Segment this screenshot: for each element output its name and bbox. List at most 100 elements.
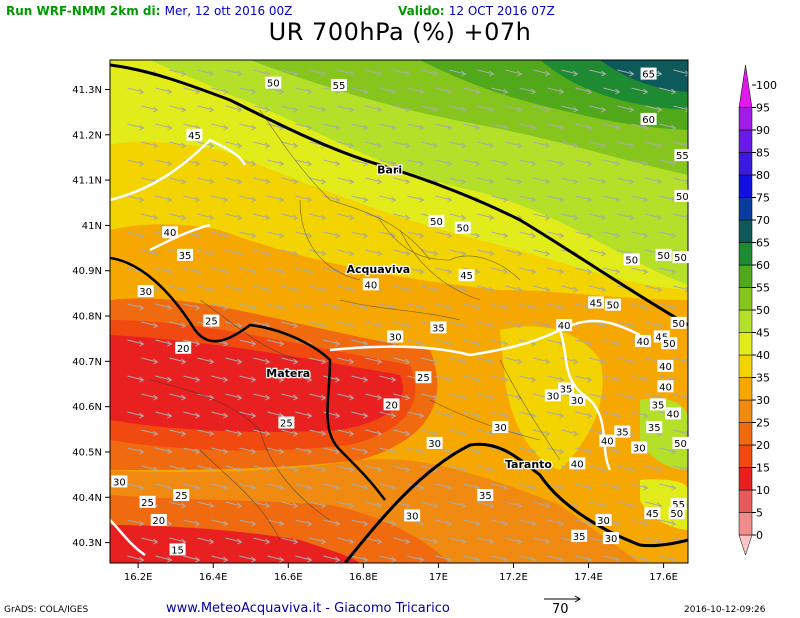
- svg-text:30: 30: [597, 516, 610, 527]
- svg-text:35: 35: [179, 251, 192, 262]
- svg-text:30: 30: [494, 423, 507, 434]
- svg-text:45: 45: [460, 271, 473, 282]
- colorbar-swatch: [738, 242, 753, 266]
- x-axis: 16.2E 16.4E 16.6E 16.8E 17E 17.2E 17.4E 17.6E: [124, 563, 678, 583]
- contour-label: 25: [203, 314, 220, 328]
- contour-label: 40: [556, 319, 573, 332]
- contour-label: 40: [634, 334, 651, 348]
- svg-text:45: 45: [188, 131, 201, 142]
- svg-text:35: 35: [616, 428, 629, 439]
- contour-label: 25: [139, 495, 156, 509]
- svg-text:50: 50: [657, 251, 670, 262]
- colorbar-label: 95: [756, 102, 770, 115]
- colorbar-swatch: [738, 197, 753, 221]
- colorbar-label: 65: [756, 237, 770, 250]
- x-tick-label: 17.6E: [649, 572, 678, 583]
- run-info: Run WRF-NMM 2km di: Mer, 12 ott 2016 00Z: [6, 4, 292, 18]
- contour-label: 45: [588, 296, 605, 309]
- y-tick-label: 41N: [82, 221, 102, 232]
- colorbar-swatch: [738, 129, 753, 153]
- contour-label: 30: [111, 475, 128, 488]
- svg-text:30: 30: [139, 287, 152, 298]
- y-tick-label: 40.9N: [72, 266, 102, 277]
- svg-text:50: 50: [267, 79, 280, 90]
- contour-label: 50: [661, 337, 678, 350]
- svg-text:Taranto: Taranto: [505, 458, 552, 471]
- y-tick-label: 40.5N: [72, 447, 102, 458]
- valid-label: Valido:: [398, 4, 445, 18]
- contour-label: 35: [614, 425, 631, 439]
- contour-label: 30: [631, 441, 648, 454]
- colorbar-swatch: [738, 512, 753, 536]
- city-taranto: Taranto: [504, 457, 554, 473]
- timestamp: 2016-10-12-09:26: [684, 605, 766, 615]
- contour-label: 50: [428, 214, 445, 228]
- contour-label: 25: [278, 416, 295, 430]
- colorbar-swatch: [738, 444, 753, 468]
- software-credit: GrADS: COLA/IGES: [4, 605, 89, 615]
- contour-label: 35: [430, 321, 447, 334]
- x-tick-label: 17.4E: [574, 572, 603, 583]
- svg-text:35: 35: [652, 400, 665, 411]
- colorbar-label: 90: [756, 124, 770, 137]
- svg-text:40: 40: [558, 321, 571, 332]
- valid-info: Valido: 12 OCT 2016 07Z: [398, 4, 555, 18]
- svg-text:30: 30: [389, 332, 402, 343]
- contour-label: 45: [458, 269, 475, 282]
- contour-label: 40: [162, 226, 179, 239]
- city-matera: Matera: [265, 366, 311, 382]
- svg-text:40: 40: [571, 459, 584, 470]
- y-tick-label: 41.1N: [72, 176, 102, 187]
- contour-label: 55: [670, 498, 687, 511]
- svg-text:20: 20: [385, 400, 398, 411]
- svg-text:45: 45: [590, 298, 603, 309]
- contour-label: 50: [655, 248, 672, 262]
- svg-text:Acquaviva: Acquaviva: [347, 263, 411, 276]
- colorbar-label: 60: [756, 259, 770, 272]
- svg-text:40: 40: [637, 337, 650, 348]
- svg-text:50: 50: [456, 224, 469, 235]
- svg-text:25: 25: [175, 491, 188, 502]
- vector-scale-label: 70: [552, 602, 569, 617]
- colorbar-label: 80: [756, 169, 770, 182]
- contour-label: 55: [674, 149, 691, 162]
- run-date: Mer, 12 ott 2016 00Z: [164, 4, 293, 18]
- svg-text:25: 25: [417, 373, 430, 384]
- contour-label: 30: [387, 330, 404, 343]
- plot-frame: [109, 59, 689, 564]
- contour-label: 50: [672, 436, 689, 450]
- svg-text:55: 55: [672, 500, 685, 511]
- contour-label: 30: [544, 389, 561, 402]
- coastline-south: [343, 442, 688, 563]
- contour-label: 30: [137, 285, 154, 298]
- colorbar-swatch: [738, 534, 753, 556]
- x-tick-label: 16.8E: [349, 572, 378, 583]
- contour-label: 60: [640, 112, 657, 126]
- x-tick-label: 17E: [429, 572, 448, 583]
- svg-text:Matera: Matera: [266, 367, 310, 380]
- colorbar-swatch: [738, 287, 753, 311]
- contour-label: 40: [657, 359, 674, 373]
- colorbar-label: 55: [756, 282, 770, 295]
- contour-label: 40: [664, 407, 681, 420]
- colorbar-swatch: [738, 219, 753, 243]
- colorbar-swatch: [738, 264, 753, 288]
- contour-label: 25: [415, 371, 432, 384]
- band-core-20: [110, 335, 403, 432]
- contour-label: 30: [492, 421, 509, 434]
- colorbar-label: 20: [756, 439, 770, 452]
- contour-label: 40: [569, 457, 586, 470]
- contour-label: 15: [169, 543, 186, 556]
- svg-text:40: 40: [164, 228, 177, 239]
- svg-text:50: 50: [625, 255, 638, 266]
- y-tick-label: 41.2N: [72, 130, 102, 141]
- colorbar-swatch: [738, 422, 753, 446]
- y-tick-label: 40.4N: [72, 493, 102, 504]
- wind-vectors: [127, 69, 688, 563]
- y-tick-label: 41.3N: [72, 85, 102, 96]
- colorbar: 0 5 10 15 20 25 30 35 40 45 50 55 60 65 70 75 80 85 90 95 10…: [738, 64, 777, 556]
- x-tick-label: 17.2E: [499, 572, 528, 583]
- contour-label: 25: [173, 489, 190, 502]
- svg-text:20: 20: [152, 516, 165, 527]
